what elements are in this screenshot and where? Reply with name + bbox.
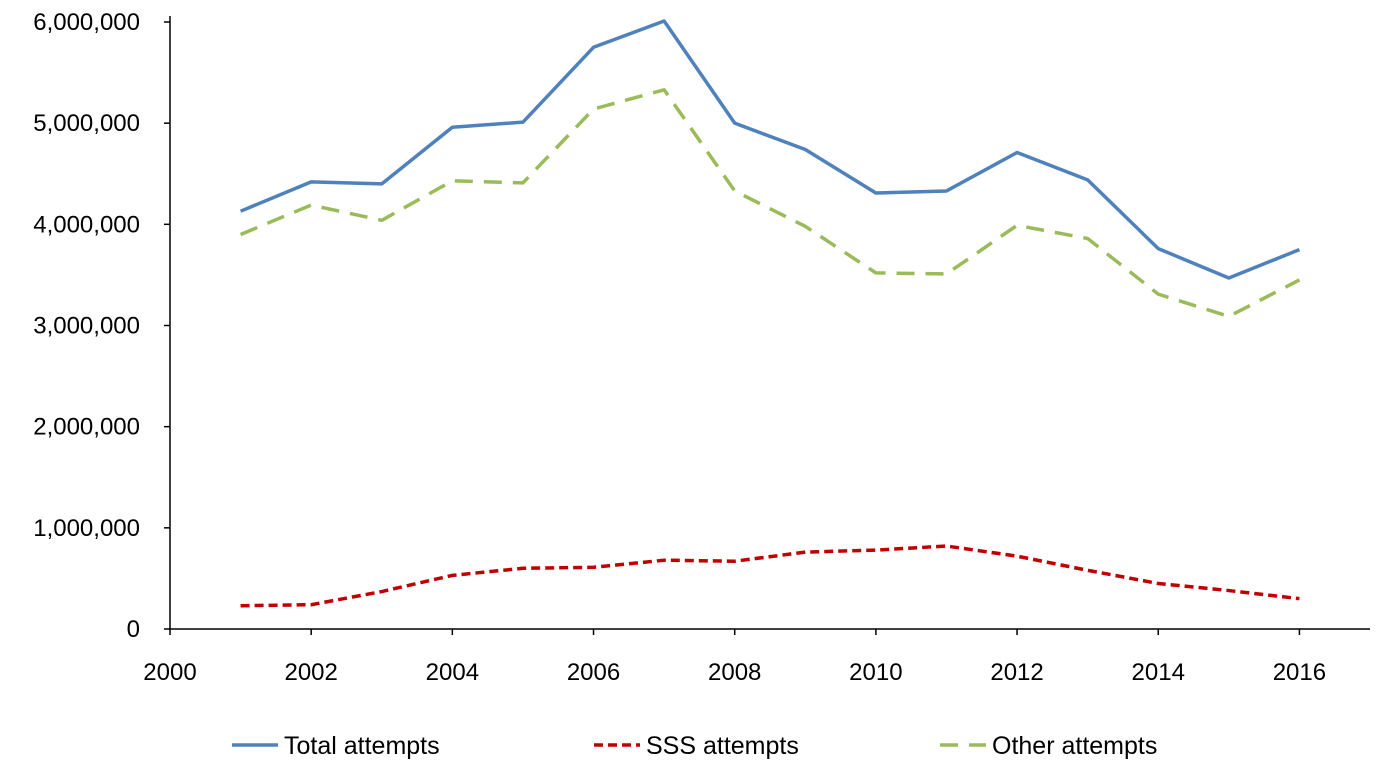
chart-legend: Total attempts SSS attempts Other attempts (232, 732, 1157, 760)
y-tick-label: 1,000,000 (33, 515, 140, 542)
legend-label: SSS attempts (646, 732, 799, 760)
x-tick-label: 2010 (849, 659, 902, 686)
series-line-total-attempts (239, 19, 1301, 280)
x-tick-label: 2002 (284, 659, 337, 686)
legend-label: Total attempts (284, 732, 440, 760)
x-tick-label: 2006 (567, 659, 620, 686)
x-tick-label: 2008 (708, 659, 761, 686)
series-lines (239, 19, 1301, 608)
x-tick-label: 2012 (990, 659, 1043, 686)
x-axis-ticks: 2000 2002 2004 2006 2008 2010 2012 2014 2016 (143, 629, 1326, 686)
x-tick-label: 2004 (426, 659, 479, 686)
x-tick-label: 2014 (1132, 659, 1185, 686)
y-tick-label: 5,000,000 (33, 110, 140, 137)
y-tick-label: 2,000,000 (33, 414, 140, 441)
chart-axes (169, 16, 1370, 630)
y-tick-label: 4,000,000 (33, 211, 140, 238)
legend-label: Other attempts (992, 732, 1157, 760)
y-tick-label: 3,000,000 (33, 313, 140, 340)
y-tick-label: 6,000,000 (33, 9, 140, 36)
y-tick-label: 0 (127, 616, 140, 643)
x-tick-label: 2016 (1273, 659, 1326, 686)
series-line-sss-attempts (240, 544, 1300, 608)
y-axis-ticks: 0 1,000,000 2,000,000 3,000,000 4,000,000 5,0… (33, 9, 170, 643)
x-tick-label: 2000 (143, 659, 196, 686)
series-line-other-attempts (239, 88, 1301, 319)
